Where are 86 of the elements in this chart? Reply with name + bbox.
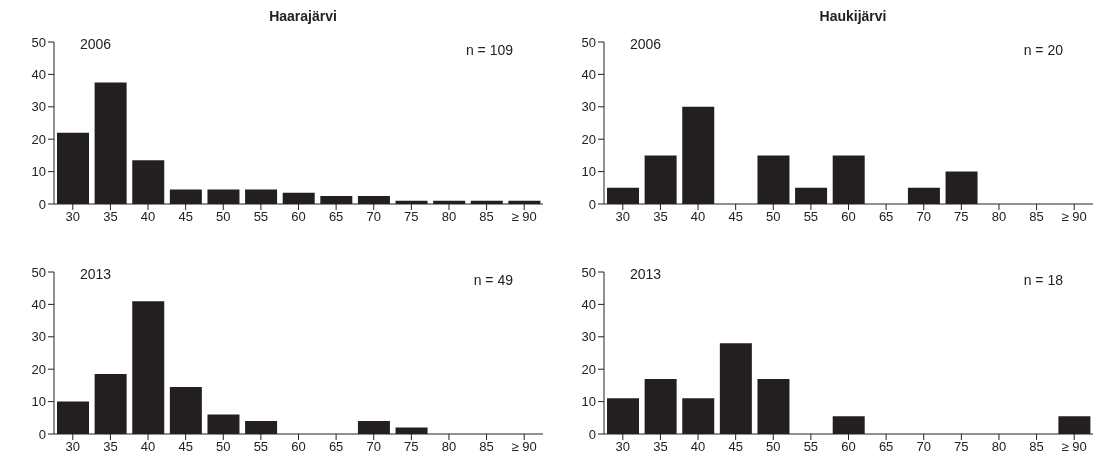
annotation: n = 49	[473, 272, 513, 288]
x-tick-label: 35	[103, 209, 118, 225]
annotation: 2013	[630, 266, 662, 282]
x-tick-label: 40	[690, 209, 706, 225]
y-tick-label: 20	[31, 361, 46, 377]
x-tick-label: 40	[140, 209, 156, 225]
x-tick-label: 50	[216, 209, 231, 225]
x-tick-label: 80	[441, 439, 457, 455]
x-tick-label: 45	[178, 439, 193, 455]
y-tick-label: 10	[31, 394, 46, 410]
x-tick-label: 70	[366, 209, 381, 225]
x-tick-label: 80	[991, 439, 1007, 455]
x-tick-label: 70	[916, 209, 931, 225]
y-tick-label: 30	[31, 329, 46, 345]
x-tick-label: 65	[328, 439, 344, 455]
x-tick-label: 85	[479, 439, 494, 455]
x-tick-label: 55	[803, 209, 819, 225]
y-tick-label: 50	[31, 34, 46, 50]
y-tick-label: 10	[581, 164, 596, 180]
y-tick-label: 40	[31, 297, 46, 313]
y-tick-label: 50	[581, 264, 596, 280]
chart-title: Haarajärvi	[268, 8, 338, 26]
x-tick-label: 55	[253, 439, 269, 455]
y-tick-label: 40	[581, 297, 596, 313]
y-tick-label: 20	[581, 361, 596, 377]
x-tick-label: 50	[766, 209, 781, 225]
x-tick-label: 65	[328, 209, 344, 225]
x-tick-label: 75	[954, 209, 969, 225]
x-tick-label: 80	[991, 209, 1007, 225]
x-tick-label: 35	[653, 439, 668, 455]
x-tick-label: ≥ 90	[511, 439, 537, 455]
y-tick-label: 0	[588, 426, 596, 442]
x-tick-label: 75	[404, 209, 419, 225]
x-tick-label: 65	[878, 439, 894, 455]
x-tick-label: 70	[916, 439, 931, 455]
y-tick-label: 50	[581, 34, 596, 50]
x-tick-label: 60	[291, 209, 306, 225]
y-tick-label: 20	[581, 131, 596, 147]
y-tick-label: 30	[581, 329, 596, 345]
x-tick-label: 40	[690, 439, 706, 455]
x-tick-label: 65	[878, 209, 894, 225]
annotation: 2013	[80, 266, 112, 282]
y-tick-label: 50	[31, 264, 46, 280]
x-tick-label: 55	[253, 209, 269, 225]
y-tick-label: 0	[588, 196, 596, 212]
x-tick-label: 75	[954, 439, 969, 455]
x-tick-label: ≥ 90	[511, 209, 537, 225]
x-tick-label: 85	[1029, 209, 1044, 225]
y-tick-label: 40	[581, 67, 596, 83]
annotation: n = 109	[465, 42, 513, 58]
x-tick-label: 30	[65, 439, 81, 455]
x-tick-label: 40	[140, 439, 156, 455]
x-tick-label: 45	[178, 209, 193, 225]
y-tick-label: 10	[581, 394, 596, 410]
x-tick-label: 35	[653, 209, 668, 225]
y-tick-label: 0	[38, 426, 46, 442]
x-tick-label: ≥ 90	[1061, 209, 1087, 225]
x-tick-label: 30	[615, 439, 631, 455]
x-tick-label: 60	[841, 439, 856, 455]
x-tick-label: 50	[216, 439, 231, 455]
x-tick-label: 75	[404, 439, 419, 455]
x-tick-label: 85	[479, 209, 494, 225]
annotation: 2006	[80, 36, 112, 52]
x-tick-label: 30	[65, 209, 81, 225]
x-tick-label: 85	[1029, 439, 1044, 455]
x-tick-label: ≥ 90	[1061, 439, 1087, 455]
y-tick-label: 0	[38, 196, 46, 212]
x-tick-label: 50	[766, 439, 781, 455]
x-tick-label: 30	[615, 209, 631, 225]
x-tick-label: 70	[366, 439, 381, 455]
annotation: n = 20	[1023, 42, 1063, 58]
chart-title: Haukijärvi	[818, 8, 888, 26]
x-tick-label: 45	[728, 439, 743, 455]
y-tick-label: 20	[31, 131, 46, 147]
x-tick-label: 45	[728, 209, 743, 225]
annotation: n = 18	[1023, 272, 1063, 288]
annotation: 2006	[630, 36, 662, 52]
y-tick-label: 10	[31, 164, 46, 180]
x-tick-label: 55	[803, 439, 819, 455]
y-tick-label: 40	[31, 67, 46, 83]
x-tick-label: 60	[291, 439, 306, 455]
y-tick-label: 30	[581, 99, 596, 115]
x-tick-label: 60	[841, 209, 856, 225]
y-tick-label: 30	[31, 99, 46, 115]
x-tick-label: 80	[441, 209, 457, 225]
x-tick-label: 35	[103, 439, 118, 455]
